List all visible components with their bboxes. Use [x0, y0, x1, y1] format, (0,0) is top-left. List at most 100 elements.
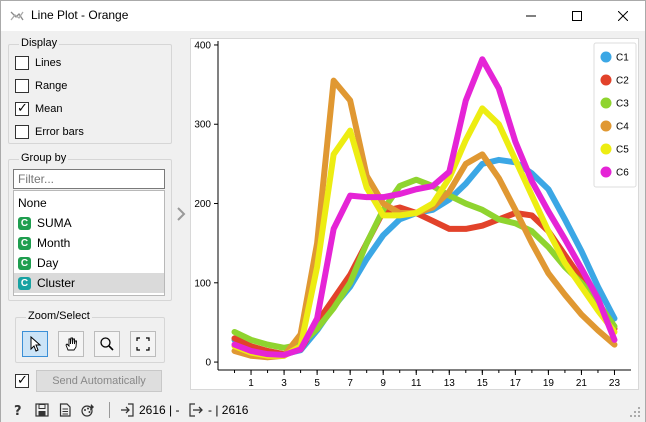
legend-label-c2: C2: [616, 76, 629, 87]
title-bar: Line Plot - Orange: [1, 1, 645, 31]
control-panel: Display Lines Range ✓ Mean Error bars Gr…: [1, 31, 181, 397]
close-icon: [618, 11, 628, 21]
report-icon[interactable]: [58, 403, 72, 417]
legend-label-c6: C6: [616, 168, 629, 179]
lines-option[interactable]: Lines: [15, 55, 61, 71]
x-tick-label: 15: [477, 378, 489, 389]
legend-label-c4: C4: [616, 122, 629, 133]
range-checkbox[interactable]: [15, 79, 29, 93]
list-item-label: Cluster: [37, 276, 76, 290]
y-tick-label: 100: [194, 278, 211, 289]
display-group: Display Lines Range ✓ Mean Error bars: [8, 37, 172, 144]
error-bars-option[interactable]: Error bars: [15, 124, 84, 140]
checkmark-icon: ✓: [17, 100, 28, 115]
lines-label: Lines: [35, 57, 62, 69]
resize-grip-icon[interactable]: [629, 406, 641, 418]
chevron-right-icon[interactable]: [175, 206, 187, 222]
range-label: Range: [35, 80, 68, 92]
legend-label-c5: C5: [616, 145, 629, 156]
list-item-label: None: [18, 196, 47, 210]
checkmark-icon: ✓: [17, 372, 28, 387]
legend-label-c1: C1: [616, 53, 629, 64]
x-tick-label: 19: [543, 378, 555, 389]
help-icon[interactable]: ?: [11, 403, 25, 417]
legend-label-c3: C3: [616, 99, 629, 110]
close-button[interactable]: [600, 1, 646, 31]
hand-icon: [65, 337, 77, 351]
x-tick-label: 7: [347, 378, 353, 389]
x-tick-label: 9: [380, 378, 386, 389]
output-icon: [189, 403, 203, 417]
x-tick-label: 11: [411, 378, 422, 389]
y-tick-label: 400: [194, 40, 211, 51]
pan-tool-button[interactable]: [58, 331, 84, 357]
output-count: - | 2616: [208, 403, 249, 417]
x-tick-label: 21: [576, 378, 588, 389]
zoom-select-group: Zoom/Select: [15, 310, 165, 363]
error-bars-checkbox[interactable]: [15, 125, 29, 139]
status-separator: [109, 402, 110, 418]
list-item-month[interactable]: C Month: [14, 233, 164, 253]
group-by-group: Group by None C SUMA C Month C Day: [8, 152, 172, 301]
window-title: Line Plot - Orange: [31, 8, 129, 22]
mean-checkbox[interactable]: ✓: [15, 100, 29, 116]
maximize-button[interactable]: [554, 1, 600, 31]
list-item-cluster[interactable]: C Cluster: [14, 273, 164, 293]
range-option[interactable]: Range: [15, 78, 67, 94]
select-tool-button[interactable]: [22, 331, 48, 357]
list-item-day[interactable]: C Day: [14, 253, 164, 273]
legend-marker-c5: [600, 143, 612, 155]
list-item-suma[interactable]: C SUMA: [14, 213, 164, 233]
categorical-variable-icon: C: [18, 256, 31, 270]
list-item-label: SUMA: [37, 216, 72, 230]
mean-label: Mean: [35, 103, 63, 115]
x-tick-label: 5: [314, 378, 320, 389]
save-icon[interactable]: [35, 403, 49, 417]
mean-option[interactable]: ✓ Mean: [15, 101, 63, 117]
legend-marker-c3: [600, 97, 612, 109]
lines-checkbox[interactable]: [15, 56, 29, 70]
pointer-icon: [30, 336, 42, 352]
send-automatically-button[interactable]: Send Automatically: [36, 370, 162, 392]
x-tick-label: 3: [281, 378, 287, 389]
reset-zoom-button[interactable]: [130, 331, 156, 357]
list-item-label: Day: [37, 256, 59, 270]
zoom-tool-button[interactable]: [94, 331, 120, 357]
series-line-c6: [231, 56, 618, 358]
zoom-select-label: Zoom/Select: [26, 310, 92, 322]
orange-line-plot-icon: [10, 11, 24, 21]
status-bar: ? 2616 | - - | 2616: [1, 398, 645, 422]
filter-input[interactable]: [13, 169, 165, 189]
categorical-variable-icon: C: [18, 276, 31, 290]
plot-area[interactable]: 0 100 200 300 400 1 3 5 7 9 11 13 15 17 19 21 23 C1 C2 C3 C4…: [190, 38, 639, 390]
categorical-variable-icon: C: [18, 216, 31, 230]
y-tick-label: 200: [194, 199, 211, 210]
y-tick-label: 300: [194, 120, 211, 131]
x-tick-label: 23: [609, 378, 621, 389]
visual-settings-icon[interactable]: [81, 403, 95, 417]
legend-marker-c4: [600, 120, 612, 132]
x-tick-label: 13: [444, 378, 456, 389]
svg-text:?: ?: [14, 404, 22, 417]
display-group-label: Display: [19, 37, 60, 49]
legend-marker-c2: [600, 74, 612, 86]
y-tick-label: 0: [205, 358, 211, 369]
minimize-button[interactable]: [508, 1, 554, 31]
list-item-none[interactable]: None: [14, 193, 164, 213]
send-automatically-checkbox[interactable]: ✓: [15, 372, 29, 388]
legend-marker-c1: [600, 51, 612, 63]
list-item-label: Month: [37, 236, 71, 250]
legend-box: [593, 42, 637, 188]
input-count: 2616 | -: [139, 403, 180, 417]
magnifier-icon: [100, 337, 114, 351]
input-icon: [121, 403, 134, 417]
group-by-list[interactable]: None C SUMA C Month C Day C Cluster: [13, 190, 165, 296]
x-tick-label: 1: [248, 378, 254, 389]
x-tick-label: 17: [510, 378, 522, 389]
categorical-variable-icon: C: [18, 236, 31, 250]
maximize-icon: [572, 11, 582, 21]
minimize-icon: [526, 15, 536, 17]
legend-marker-c6: [600, 166, 612, 178]
